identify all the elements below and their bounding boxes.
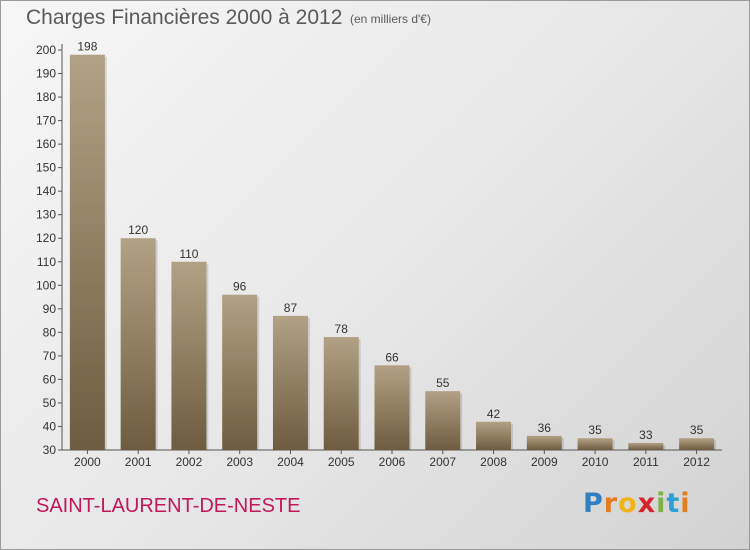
bar-2008 bbox=[476, 421, 512, 450]
y-tick-label: 50 bbox=[43, 396, 57, 410]
chart-title: Charges Financières 2000 à 2012 bbox=[26, 6, 343, 29]
proxiti-logo[interactable]: Proxiti bbox=[583, 488, 691, 519]
x-tick-label: 2010 bbox=[582, 455, 609, 469]
bar-2011 bbox=[628, 442, 664, 450]
y-tick-label: 110 bbox=[37, 255, 56, 269]
logo-letter: t bbox=[666, 488, 681, 519]
x-tick-label: 2000 bbox=[74, 455, 101, 469]
x-tick-label: 2003 bbox=[226, 455, 253, 469]
y-tick-label: 160 bbox=[36, 137, 56, 151]
x-tick-label: 2004 bbox=[277, 455, 304, 469]
y-tick-label: 200 bbox=[36, 43, 56, 57]
data-label: 78 bbox=[335, 322, 349, 336]
data-label: 42 bbox=[487, 407, 501, 421]
data-label: 87 bbox=[284, 301, 298, 315]
y-tick-label: 90 bbox=[43, 302, 57, 316]
data-label: 33 bbox=[639, 428, 653, 442]
y-tick-label: 70 bbox=[43, 349, 57, 363]
data-label: 35 bbox=[588, 423, 602, 437]
axes: 30 40 50 60 70 80 90 100 110 120 130 140 150 160 170 18… bbox=[36, 43, 722, 469]
data-label: 120 bbox=[128, 223, 148, 237]
bar-2003 bbox=[222, 294, 258, 450]
y-tick-label: 140 bbox=[36, 184, 56, 198]
x-tick-label: 2007 bbox=[429, 455, 456, 469]
data-label: 55 bbox=[436, 376, 450, 390]
data-label: 36 bbox=[538, 421, 552, 435]
x-tick-label: 2009 bbox=[531, 455, 558, 469]
commune-name: SAINT-LAURENT-DE-NESTE bbox=[36, 495, 301, 517]
y-tick-label: 80 bbox=[43, 325, 57, 339]
x-tick-label: 2001 bbox=[125, 455, 152, 469]
bar-2001 bbox=[120, 238, 156, 450]
bar-2006 bbox=[374, 365, 410, 450]
y-tick-label: 120 bbox=[36, 231, 56, 245]
y-tick-label: 30 bbox=[43, 443, 57, 457]
bar-2004 bbox=[272, 315, 308, 450]
bar-2012 bbox=[679, 438, 715, 450]
bar-2002 bbox=[171, 261, 207, 450]
data-label: 198 bbox=[77, 40, 97, 54]
bar-2000 bbox=[69, 54, 105, 451]
logo-letter: i bbox=[680, 488, 691, 519]
data-label: 66 bbox=[385, 350, 399, 364]
data-label: 96 bbox=[233, 280, 247, 294]
data-label: 110 bbox=[179, 247, 198, 261]
chart-subtitle: (en milliers d'€) bbox=[350, 12, 431, 26]
logo-letter: P bbox=[583, 488, 604, 519]
x-tick-label: 2012 bbox=[683, 455, 710, 469]
x-tick-label: 2006 bbox=[379, 455, 406, 469]
bar-2010 bbox=[577, 438, 613, 450]
bar-2007 bbox=[425, 391, 461, 450]
bar-2005 bbox=[323, 337, 359, 450]
y-tick-label: 190 bbox=[36, 67, 56, 81]
x-tick-label: 2002 bbox=[176, 455, 203, 469]
y-tick-label: 170 bbox=[36, 114, 56, 128]
x-tick-label: 2011 bbox=[633, 455, 659, 469]
x-tick-label: 2008 bbox=[480, 455, 507, 469]
y-tick-label: 180 bbox=[36, 90, 56, 104]
logo-letter: x bbox=[637, 488, 657, 519]
y-tick-label: 60 bbox=[43, 372, 57, 386]
y-tick-label: 150 bbox=[36, 161, 56, 175]
y-tick-label: 40 bbox=[43, 419, 57, 433]
bar-2009 bbox=[526, 435, 562, 450]
logo-letter: i bbox=[656, 488, 667, 519]
x-tick-label: 2005 bbox=[328, 455, 355, 469]
logo-letter: o bbox=[618, 488, 638, 519]
y-tick-label: 100 bbox=[36, 278, 56, 292]
data-label: 35 bbox=[690, 423, 704, 437]
y-tick-label: 130 bbox=[36, 208, 56, 222]
logo-letter: r bbox=[603, 488, 619, 519]
bars: 198 120 110 96 87 78 66 55 42 36 35 33 35 bbox=[69, 40, 717, 451]
